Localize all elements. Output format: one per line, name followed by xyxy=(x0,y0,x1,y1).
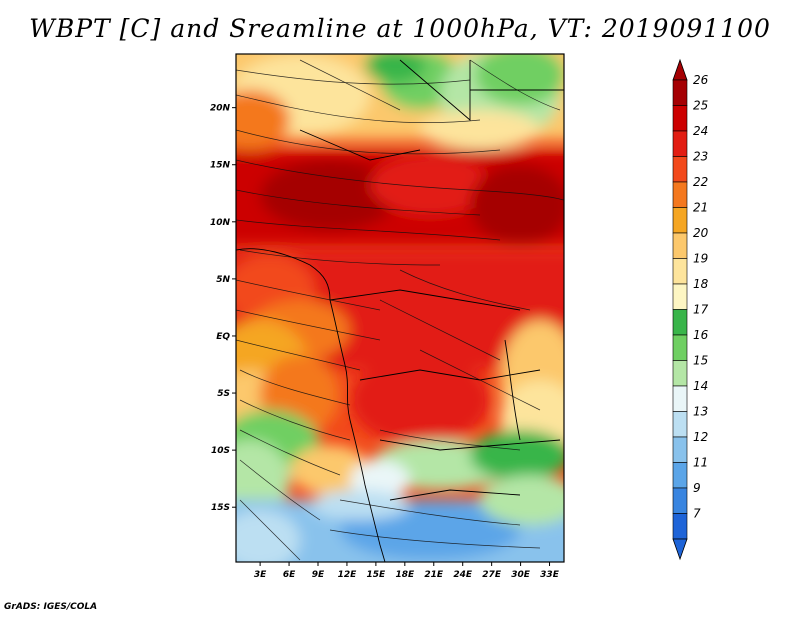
colorbar-label: 19 xyxy=(693,252,708,266)
coastlines-borders xyxy=(236,59,564,562)
lon-tick-label: 27E xyxy=(482,570,502,580)
lat-tick-label: 5N xyxy=(216,275,230,285)
colorbar-swatch xyxy=(672,156,688,183)
colorbar-swatch xyxy=(672,360,688,387)
colorbar-swatch xyxy=(672,487,688,514)
colorbar-swatch xyxy=(672,334,688,361)
colorbar-label: 17 xyxy=(693,303,709,317)
colorbar-label: 14 xyxy=(693,379,708,393)
colorbar: 26 25 24 23 22 21 20 19 18 17 16 15 14 13 12 11 9 7 xyxy=(672,58,709,561)
map-title: WBPT [C] and Sreamline at 1000hPa, VT: 2… xyxy=(29,14,771,43)
colorbar-label: 26 xyxy=(693,73,709,87)
colorbar-swatch xyxy=(672,462,688,489)
colorbar-label: 16 xyxy=(693,328,709,342)
lon-tick-label: 21E xyxy=(424,570,444,580)
colorbar-swatch xyxy=(672,385,688,412)
colorbar-swatch xyxy=(672,105,688,132)
colorbar-label: 12 xyxy=(693,430,708,444)
lat-tick-label: 5S xyxy=(217,389,230,399)
colorbar-swatch xyxy=(672,283,688,310)
colorbar-swatch xyxy=(672,207,688,234)
lat-tick-label: 15S xyxy=(211,503,230,513)
lon-tick-label: 18E xyxy=(395,570,415,580)
lon-tick-label: 3E xyxy=(254,570,267,580)
colorbar-swatch xyxy=(672,309,688,336)
colorbar-label: 20 xyxy=(693,226,709,240)
colorbar-swatch xyxy=(672,232,688,259)
colorbar-label: 11 xyxy=(693,456,708,470)
streamlines xyxy=(236,59,564,561)
lon-tick-label: 33E xyxy=(540,570,560,580)
colorbar-label: 22 xyxy=(693,175,708,189)
colorbar-bottom-arrow xyxy=(672,538,688,561)
colorbar-label: 25 xyxy=(693,99,708,113)
map-frame xyxy=(235,53,565,563)
colorbar-swatch xyxy=(672,79,688,106)
lat-tick-label: EQ xyxy=(216,332,230,342)
colorbar-label: 15 xyxy=(693,354,708,368)
colorbar-label: 21 xyxy=(693,201,708,215)
lon-tick-label: 6E xyxy=(283,570,296,580)
colorbar-swatch xyxy=(672,436,688,463)
lon-tick-label: 12E xyxy=(338,570,358,580)
colorbar-top-arrow xyxy=(672,58,688,81)
colorbar-swatch xyxy=(672,513,688,540)
lon-tick-label: 24E xyxy=(453,570,473,580)
colorbar-label: 18 xyxy=(693,277,709,291)
colorbar-swatch xyxy=(672,130,688,157)
grads-credit: GrADS: IGES/COLA xyxy=(4,602,98,612)
lat-tick-label: 15N xyxy=(210,161,231,171)
colorbar-swatch xyxy=(672,411,688,438)
colorbar-swatch xyxy=(672,258,688,285)
colorbar-label: 13 xyxy=(693,405,708,419)
lon-tick-label: 9E xyxy=(312,570,325,580)
lon-tick-label: 15E xyxy=(367,570,387,580)
colorbar-swatch xyxy=(672,181,688,208)
lat-tick-label: 10S xyxy=(211,446,230,456)
colorbar-label: 23 xyxy=(693,150,708,164)
lat-axis: 20N 15N 10N 5N EQ 5S 10S 15S xyxy=(210,104,236,513)
colorbar-label: 7 xyxy=(693,507,701,521)
lat-tick-label: 10N xyxy=(210,218,231,228)
lon-axis: 3E 6E 9E 12E 15E 18E 21E 24E 27E 30E 33E xyxy=(254,562,560,580)
colorbar-label: 24 xyxy=(693,124,708,138)
lat-tick-label: 20N xyxy=(210,104,231,114)
colorbar-label: 9 xyxy=(693,481,701,495)
lon-tick-label: 30E xyxy=(511,570,531,580)
